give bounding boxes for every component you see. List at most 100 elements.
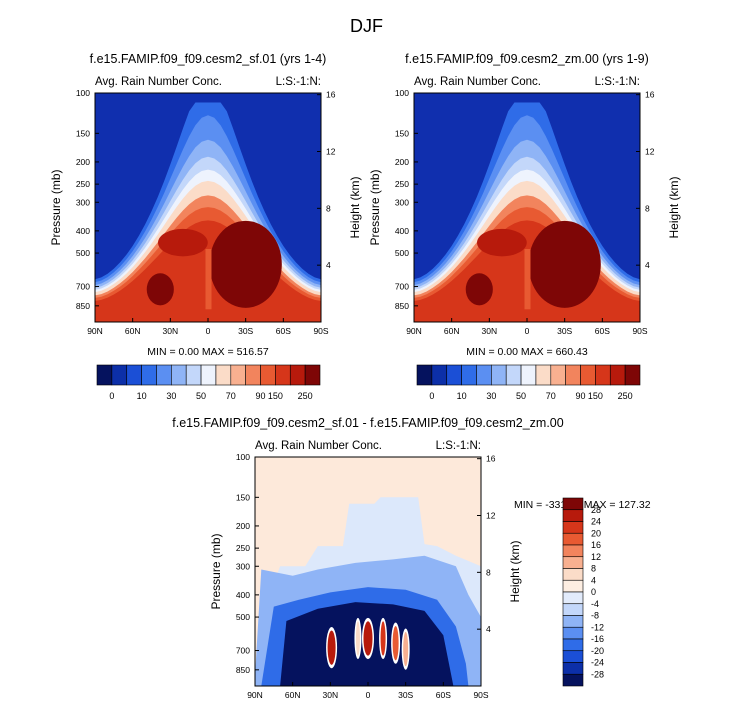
y-tick-label: 100 [76,88,90,98]
y-tick-label: 150 [395,128,409,138]
y2-axis-label: Height (km) [348,176,362,238]
colorbar-swatch [275,364,291,386]
colorbar-swatch [562,638,584,652]
colorbar-label: 24 [591,517,601,527]
y2-tick-label: 4 [645,260,650,270]
colorbar-label: 0 [591,587,596,597]
y-tick-label: 100 [236,452,250,462]
y2-tick-label: 16 [486,454,496,464]
core-band [524,249,531,310]
x-tick-label: 90S [632,326,647,336]
colorbar-label: -8 [591,611,599,621]
colorbar-swatch [562,544,584,558]
colorbar-swatch [141,364,157,386]
colorbar-swatch [304,364,321,386]
y-tick-label: 200 [76,157,90,167]
colorbar-swatch [562,509,584,522]
colorbar-swatch [111,364,128,386]
colorbar-label: 150 [588,391,603,401]
y-tick-label: 500 [76,248,90,258]
y-tick-label: 700 [76,282,90,292]
colorbar-swatch [431,364,448,386]
right-string: L:S:-1:N: [436,440,481,452]
panel-title: f.e15.FAMIP.f09_f09.cesm2_sf.01 (yrs 1-4… [90,52,327,66]
y2-tick-label: 4 [326,260,331,270]
y-tick-label: 200 [236,521,250,531]
y-tick-label: 500 [236,612,250,622]
y2-tick-label: 16 [326,90,336,100]
y-tick-label: 300 [395,197,409,207]
figure-title: DJF [350,16,383,36]
colorbar-label: 90 [256,391,266,401]
core-band [380,621,386,656]
y-tick-label: 100 [395,88,409,98]
y-tick-label: 700 [395,282,409,292]
colorbar-swatch [171,364,187,386]
y-axis-label: Pressure (mb) [49,169,63,245]
y-tick-label: 850 [236,665,250,675]
colorbar-label: -4 [591,599,599,609]
colorbar-label: 0 [429,391,434,401]
colorbar-label: 10 [137,391,147,401]
x-tick-label: 60N [444,326,460,336]
colorbar-label: 90 [576,391,586,401]
colorbar-swatch [562,591,584,605]
x-tick-label: 60N [125,326,141,336]
y-tick-label: 400 [236,590,250,600]
colorbar-label: 70 [546,391,556,401]
y2-tick-label: 12 [645,147,655,157]
colorbar-label: 30 [166,391,176,401]
x-tick-label: 90N [87,326,103,336]
colorbar-swatch [562,532,584,546]
colorbar-swatch [520,364,537,386]
x-tick-label: 30N [163,326,179,336]
y2-tick-label: 8 [486,567,491,577]
colorbar-swatch [416,364,433,386]
colorbar-swatch [550,364,566,386]
colorbar-swatch [491,364,507,386]
colorbar-swatch [562,662,584,675]
heatmap-field [414,93,640,322]
colorbar-swatch [562,568,584,581]
y-axis-label: Pressure (mb) [368,169,382,245]
colorbar-swatch [245,364,261,386]
colorbar-swatch [446,364,462,386]
colorbar-swatch [96,364,113,386]
core-band [146,273,174,306]
core-band [158,228,208,257]
x-tick-label: 0 [206,326,211,336]
y-tick-label: 250 [76,179,90,189]
colorbar-swatch [562,521,584,534]
colorbar-swatch [200,364,217,386]
core-band [355,621,360,656]
core-band [528,220,601,308]
left-string: Avg. Rain Number Conc. [95,76,222,88]
colorbar-label: -20 [591,646,604,656]
colorbar-swatch [476,364,492,386]
x-tick-label: 90S [473,690,488,700]
left-string: Avg. Rain Number Conc. [255,440,382,452]
core-band [403,631,409,667]
core-band [465,273,493,306]
colorbar-swatch [565,364,581,386]
colorbar-swatch [215,364,232,386]
colorbar-label: 30 [486,391,496,401]
heatmap-field [95,93,321,322]
colorbar-swatch [230,364,246,386]
y-tick-label: 250 [236,543,250,553]
colorbar-label: 8 [591,564,596,574]
colorbar-swatch [624,364,641,386]
x-tick-label: 60S [436,690,451,700]
right-string: L:S:-1:N: [595,76,640,88]
colorbar-label: 20 [591,528,601,538]
x-tick-label: 90N [247,690,263,700]
y-axis-label: Pressure (mb) [209,533,223,609]
colorbar-swatch [609,364,626,386]
x-tick-label: 30N [323,690,339,700]
colorbar-label: 10 [457,391,467,401]
core-band [209,220,282,308]
x-tick-label: 60S [595,326,610,336]
y-tick-label: 200 [395,157,409,167]
colorbar-label: 0 [109,391,114,401]
colorbar-swatch [260,364,276,386]
